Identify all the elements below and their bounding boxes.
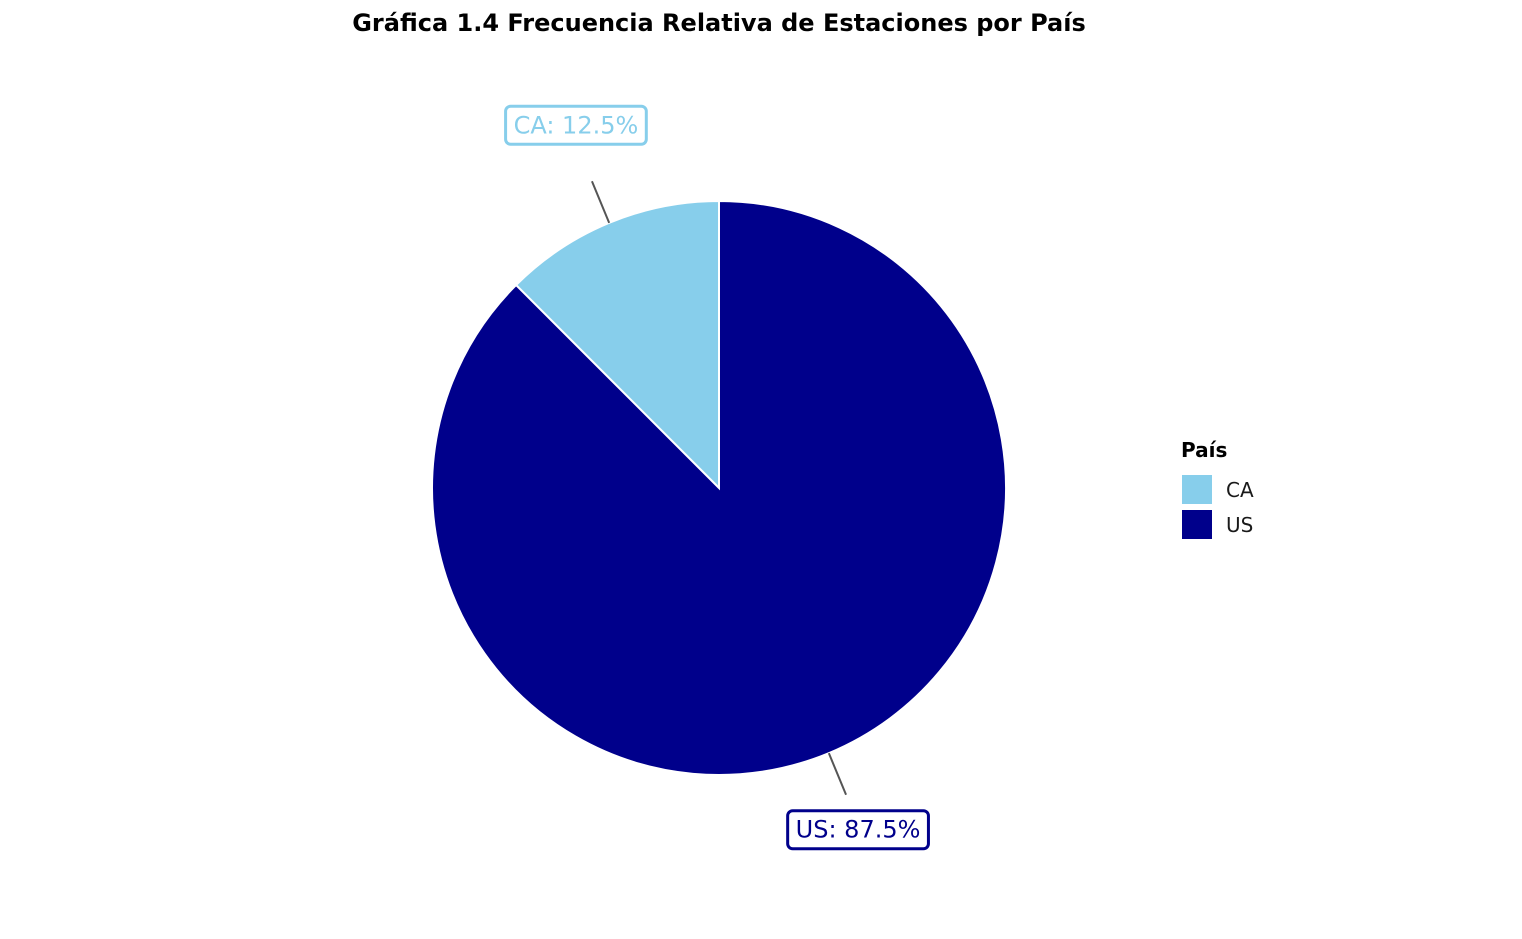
leader-line-ca — [591, 180, 611, 224]
leader-line-us — [827, 752, 847, 796]
legend-item-us: US — [1182, 510, 1253, 539]
chart-title: Gráfica 1.4 Frecuencia Relativa de Estac… — [352, 9, 1086, 37]
data-label-text: CA: 12.5% — [514, 111, 639, 139]
legend-items: CA US — [1182, 475, 1254, 539]
data-label-ca: CA: 12.5% — [504, 104, 648, 146]
legend-swatch — [1182, 510, 1212, 539]
legend-label: US — [1226, 513, 1253, 537]
legend-swatch — [1182, 475, 1212, 504]
data-label-box — [504, 104, 648, 146]
pie-slice-us — [430, 199, 1007, 776]
data-label-us: US: 87.5% — [786, 809, 930, 851]
data-label-text: US: 87.5% — [796, 816, 921, 844]
legend: País CA US — [1181, 438, 1254, 539]
legend-label: CA — [1226, 478, 1254, 502]
data-label-box — [786, 809, 930, 851]
legend-title: País — [1181, 438, 1227, 462]
pie-slices — [430, 199, 1007, 776]
pie-data-labels: CA: 12.5% US: 87.5% — [504, 104, 930, 851]
legend-item-ca: CA — [1182, 475, 1254, 504]
